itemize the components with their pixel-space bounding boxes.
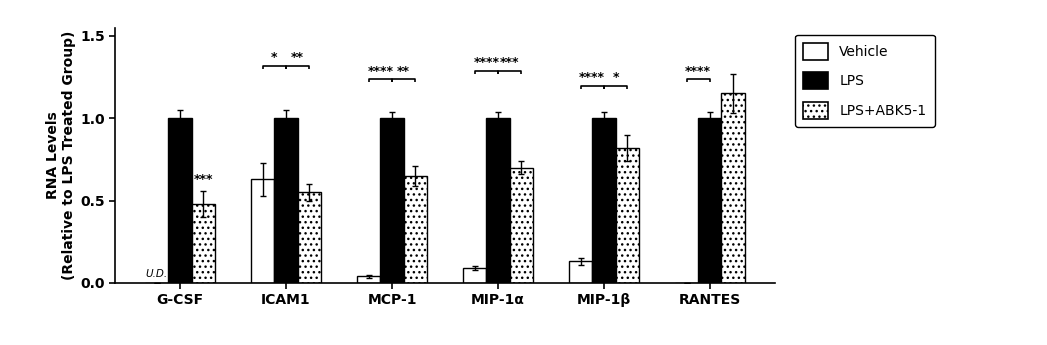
Legend: Vehicle, LPS, LPS+ABK5-1: Vehicle, LPS, LPS+ABK5-1	[795, 34, 935, 127]
Bar	[698, 118, 721, 283]
Text: ****: ****	[579, 71, 605, 84]
Bar	[251, 179, 274, 283]
Y-axis label: RNA Levels
(Relative to LPS Treated Group): RNA Levels (Relative to LPS Treated Grou…	[46, 31, 75, 280]
Text: U.D.: U.D.	[146, 269, 168, 279]
Bar	[486, 118, 510, 283]
Text: **: **	[397, 65, 410, 78]
Text: ****: ****	[473, 57, 499, 69]
Bar	[569, 262, 593, 283]
Text: *: *	[271, 51, 277, 65]
Text: *: *	[612, 71, 619, 84]
Bar	[380, 118, 404, 283]
Bar	[463, 268, 486, 283]
Bar	[593, 118, 616, 283]
Bar	[510, 168, 533, 283]
Bar	[169, 118, 192, 283]
Text: ****: ****	[367, 65, 394, 78]
Bar	[274, 118, 297, 283]
Bar	[616, 148, 639, 283]
Bar	[297, 192, 321, 283]
Bar	[192, 204, 215, 283]
Text: **: **	[291, 51, 305, 65]
Bar	[721, 93, 744, 283]
Text: ****: ****	[685, 65, 711, 78]
Bar	[357, 276, 380, 283]
Text: ***: ***	[499, 57, 519, 69]
Bar	[404, 176, 427, 283]
Text: ***: ***	[194, 173, 214, 186]
